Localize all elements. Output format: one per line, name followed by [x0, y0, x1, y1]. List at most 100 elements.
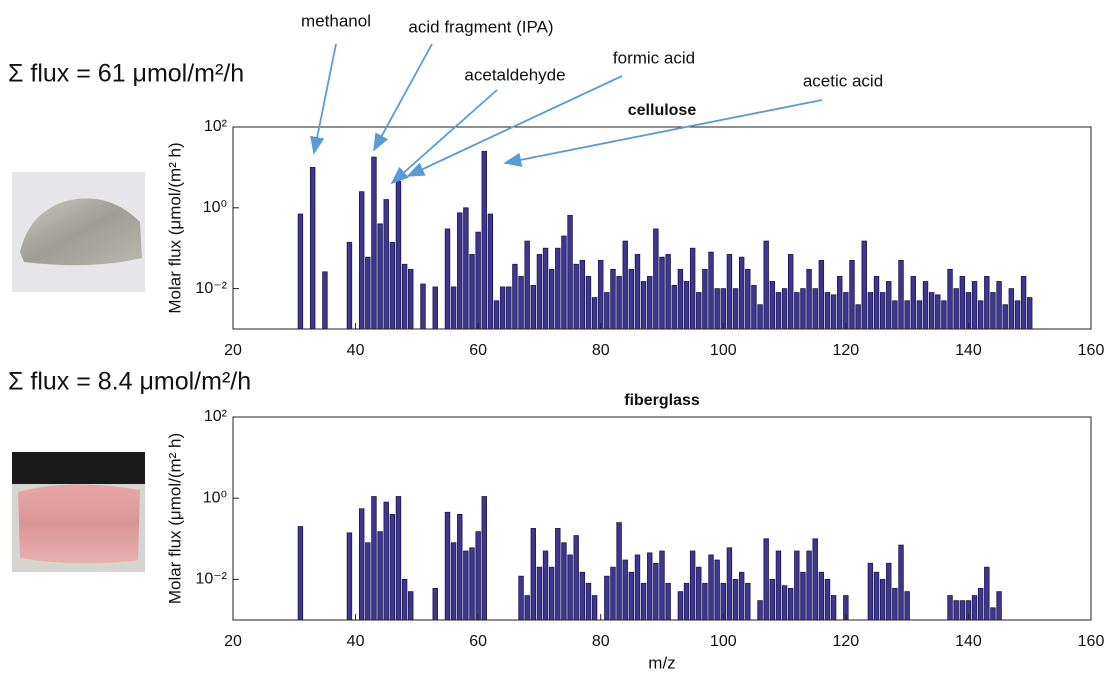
bar	[622, 559, 628, 621]
bar	[702, 268, 708, 330]
bar	[665, 582, 671, 621]
bar	[371, 156, 377, 330]
bar	[401, 579, 408, 621]
bar	[892, 300, 898, 330]
bar	[830, 595, 837, 621]
bar	[536, 566, 543, 621]
annotation: methanol	[301, 11, 371, 30]
x-tick-label: 20	[224, 633, 242, 650]
bar	[475, 531, 481, 621]
bar	[763, 240, 769, 330]
bar	[996, 281, 1002, 330]
bar	[769, 281, 776, 330]
bar	[389, 241, 396, 330]
bar	[824, 579, 831, 621]
bar	[457, 212, 463, 330]
y-tick-label: 10⁻²	[195, 280, 227, 297]
bar	[788, 254, 794, 330]
bar	[898, 544, 904, 621]
annotation-arrow	[406, 75, 623, 177]
bar	[837, 276, 843, 330]
bar	[512, 263, 518, 330]
x-axis-label: m/z	[648, 653, 675, 672]
bar	[395, 496, 402, 621]
bar	[732, 288, 739, 330]
bar	[358, 508, 365, 621]
bar	[579, 571, 586, 621]
bar	[567, 214, 573, 330]
axes-box	[232, 416, 1092, 621]
bar	[861, 240, 867, 330]
bar	[984, 276, 990, 330]
bar	[904, 591, 910, 621]
chart-title: fiberglass	[624, 392, 700, 409]
bar	[628, 571, 635, 621]
bar	[947, 595, 953, 621]
bar	[953, 600, 959, 621]
bar	[916, 300, 923, 330]
bar	[665, 254, 671, 330]
bar	[745, 582, 751, 621]
bar	[616, 276, 622, 330]
bar	[450, 286, 457, 330]
bar	[518, 276, 524, 330]
y-tick-label: 10²	[204, 118, 228, 135]
bar	[1020, 276, 1027, 330]
bar	[720, 288, 726, 330]
x-tick-label: 40	[347, 633, 365, 650]
bar	[469, 547, 475, 621]
bar	[886, 562, 892, 621]
annotation: acetaldehyde	[464, 65, 565, 84]
bar	[726, 254, 733, 330]
bar	[984, 566, 990, 621]
bar	[506, 286, 512, 330]
bar	[941, 300, 947, 330]
bar	[904, 300, 910, 330]
annotation-arrow	[503, 99, 823, 167]
bar	[408, 591, 414, 621]
x-tick-label: 60	[469, 342, 487, 359]
bar	[849, 259, 855, 330]
y-axis-label: Molar flux (μmol/(m² h)	[165, 433, 184, 604]
bar	[812, 538, 818, 621]
bar	[591, 595, 598, 621]
bar	[732, 579, 739, 621]
bar	[922, 281, 929, 330]
x-tick-label: 100	[710, 633, 737, 650]
bar	[481, 150, 487, 330]
x-tick-label: 140	[955, 633, 982, 650]
bar	[1008, 288, 1015, 330]
bar	[463, 207, 469, 330]
bar	[708, 251, 714, 330]
bar	[518, 575, 524, 621]
bar	[928, 292, 935, 330]
bar	[818, 259, 825, 330]
bar	[996, 591, 1002, 621]
bar	[677, 591, 684, 621]
bar	[702, 582, 708, 621]
bar	[990, 607, 996, 621]
bar	[714, 288, 720, 330]
bar	[481, 496, 487, 621]
bar	[548, 268, 555, 330]
axes-box	[232, 126, 1092, 330]
bar	[671, 285, 677, 330]
x-tick-label: 120	[833, 342, 860, 359]
bar	[947, 268, 953, 330]
bar	[990, 292, 996, 330]
bar	[794, 292, 800, 330]
bar	[297, 526, 304, 621]
bar	[800, 288, 806, 330]
bar	[708, 554, 714, 621]
bar	[757, 304, 763, 330]
bar	[579, 259, 586, 330]
annotation: acetic acid	[803, 71, 883, 90]
bar	[555, 528, 561, 621]
y-axis-label: Molar flux (μmol/(m² h)	[165, 142, 184, 313]
bar	[524, 240, 530, 330]
bar	[585, 276, 592, 330]
bar	[812, 288, 818, 330]
bar	[408, 268, 414, 330]
bar	[910, 276, 916, 330]
